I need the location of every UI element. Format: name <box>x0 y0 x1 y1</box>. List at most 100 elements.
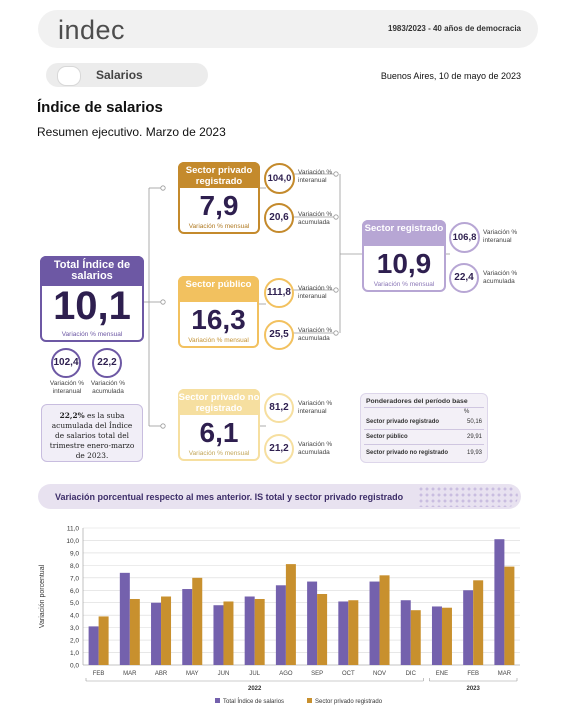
bar-total <box>338 601 349 665</box>
connector-lines <box>144 171 450 429</box>
group-label: 2022 <box>248 686 262 692</box>
privado-registrado-acumulada-circle: 20,6 <box>264 203 294 233</box>
legend-label: Total Índice de salarios <box>223 698 284 705</box>
x-tick-label: SEP <box>311 671 323 677</box>
bar-privado <box>410 610 421 665</box>
registrado-acumulada-label: Variación % acumulada <box>483 270 518 285</box>
legend-label: Sector privado registrado <box>315 699 383 705</box>
indec-logo: indec <box>58 15 126 45</box>
privado-registrado-value: 7,9 <box>199 190 239 221</box>
no-registrado-interanual-circle: 81,2 <box>264 393 294 423</box>
x-tick-label: ENE <box>436 671 448 677</box>
registrado-caption: Variación % mensual <box>373 281 435 288</box>
note-highlight: 22,2% <box>59 411 85 420</box>
bar-privado <box>348 600 359 665</box>
total-index-value: 10,1 <box>53 284 131 328</box>
weights-row-label: Sector privado registrado <box>366 419 440 425</box>
x-tick-label: FEB <box>93 671 105 677</box>
header-tagline: 1983/2023 - 40 años de democracia <box>388 24 521 33</box>
weights-row-value: 29,91 <box>466 434 482 440</box>
x-tick-label: AGO <box>279 671 293 677</box>
privado-registrado-caption: Variación % mensual <box>188 223 250 230</box>
legend-swatch <box>307 698 312 703</box>
bar-total <box>275 585 286 665</box>
bar-total <box>88 626 99 665</box>
publication-date: Buenos Aires, 10 de mayo de 2023 <box>380 71 521 81</box>
page-subtitle: Resumen ejecutivo. Marzo de 2023 <box>37 125 226 139</box>
registrado-value: 10,9 <box>376 248 432 279</box>
weights-table <box>360 393 488 463</box>
privado-registrado-interanual-circle: 104,0 <box>264 163 295 194</box>
bar-privado <box>379 575 390 665</box>
no-registrado-acumulada-circle: 21,2 <box>264 434 294 464</box>
privado-registrado-acumulada-label: Variación % acumulada <box>298 211 333 226</box>
y-tick-label: 6,0 <box>70 588 79 595</box>
publico-box: Sector público 16,3 Variación % mensual <box>178 276 259 348</box>
x-tick-label: FEB <box>467 671 479 677</box>
weights-unit: % <box>464 409 470 415</box>
publico-interanual-circle: 111,8 <box>264 278 294 308</box>
y-tick-label: 11,0 <box>67 526 80 533</box>
page-title: Índice de salarios <box>37 99 163 116</box>
publico-acumulada-label: Variación % acumulada <box>298 327 333 342</box>
bar-privado <box>254 598 265 665</box>
publico-title: Sector público <box>178 276 259 302</box>
accumulated-note: 22,2% es la suba acumulada del Índice de… <box>41 404 143 462</box>
no-registrado-caption: Variación % mensual <box>188 450 250 457</box>
y-tick-label: 8,0 <box>70 563 79 570</box>
bar-privado <box>223 601 234 665</box>
wallet-icon <box>57 66 81 86</box>
no-registrado-box: Sector privado no registrado 6,1 Variaci… <box>178 389 260 461</box>
bar-chart: 0,0 1,0 2,0 3,0 4,0 5,0 6,0 7,0 8,0 9,0 10,0 11,0 Va… <box>39 526 520 705</box>
bar-privado <box>129 598 140 665</box>
weights-divider <box>364 429 484 430</box>
group-label: 2023 <box>466 686 480 692</box>
x-tick-label: JUN <box>218 671 230 677</box>
bar-total <box>494 539 505 665</box>
total-index-box: Total Índice de salarios 10,1 Variación … <box>40 256 144 342</box>
bar-total <box>182 589 193 665</box>
bar-privado <box>473 580 484 665</box>
bar-privado <box>317 594 328 665</box>
y-axis-label: Variación porcentual <box>39 564 46 628</box>
bar-privado <box>192 577 203 665</box>
no-registrado-acumulada-label: Variación % acumulada <box>298 441 333 456</box>
y-tick-label: 0,0 <box>70 663 79 670</box>
bar-total <box>369 581 380 665</box>
chart-title: Variación porcentual respecto al mes ant… <box>55 492 404 502</box>
no-registrado-interanual-label: Variación % interanual <box>298 400 333 415</box>
bar-privado <box>504 566 515 665</box>
bar-privado <box>441 607 452 665</box>
weights-row: Sector público 29,91 <box>366 434 482 440</box>
bar-total <box>151 602 162 665</box>
bar-privado <box>161 596 172 665</box>
note-text: es la suba acumulada del Índice de salar… <box>49 411 135 460</box>
privado-registrado-box: Sector privado registrado 7,9 Variación … <box>178 162 260 234</box>
privado-registrado-title: Sector privado registrado <box>178 162 260 188</box>
weights-title: Ponderadores del período base <box>366 398 468 405</box>
weights-row-label: Sector privado no registrado <box>366 450 449 456</box>
bar-total <box>244 596 255 665</box>
total-acumulada-label: Variación % acumulada <box>90 380 126 395</box>
privado-registrado-interanual-label: Variación % interanual <box>298 169 333 184</box>
y-tick-label: 3,0 <box>70 625 79 632</box>
registrado-acumulada-circle: 22,4 <box>449 263 479 293</box>
x-tick-label: MAR <box>123 671 137 677</box>
bar-privado <box>285 564 296 665</box>
legend-swatch <box>215 698 220 703</box>
y-tick-label: 1,0 <box>70 650 79 657</box>
y-tick-label: 10,0 <box>66 538 79 545</box>
total-acumulada-circle: 22,2 <box>92 348 122 378</box>
y-tick-label: 2,0 <box>70 638 79 645</box>
weights-row-value: 50,16 <box>466 419 482 425</box>
x-tick-label: DIC <box>406 671 417 677</box>
bar-total <box>213 605 224 665</box>
total-index-title: Total Índice de salarios <box>40 256 144 286</box>
bar-total <box>400 600 411 665</box>
bar-total <box>463 590 474 665</box>
weights-divider <box>364 444 484 445</box>
chart-header-dots <box>418 486 518 507</box>
registrado-interanual-label: Variación % interanual <box>483 229 518 244</box>
header-bar <box>38 10 538 48</box>
weights-row-value: 19,93 <box>466 450 482 456</box>
